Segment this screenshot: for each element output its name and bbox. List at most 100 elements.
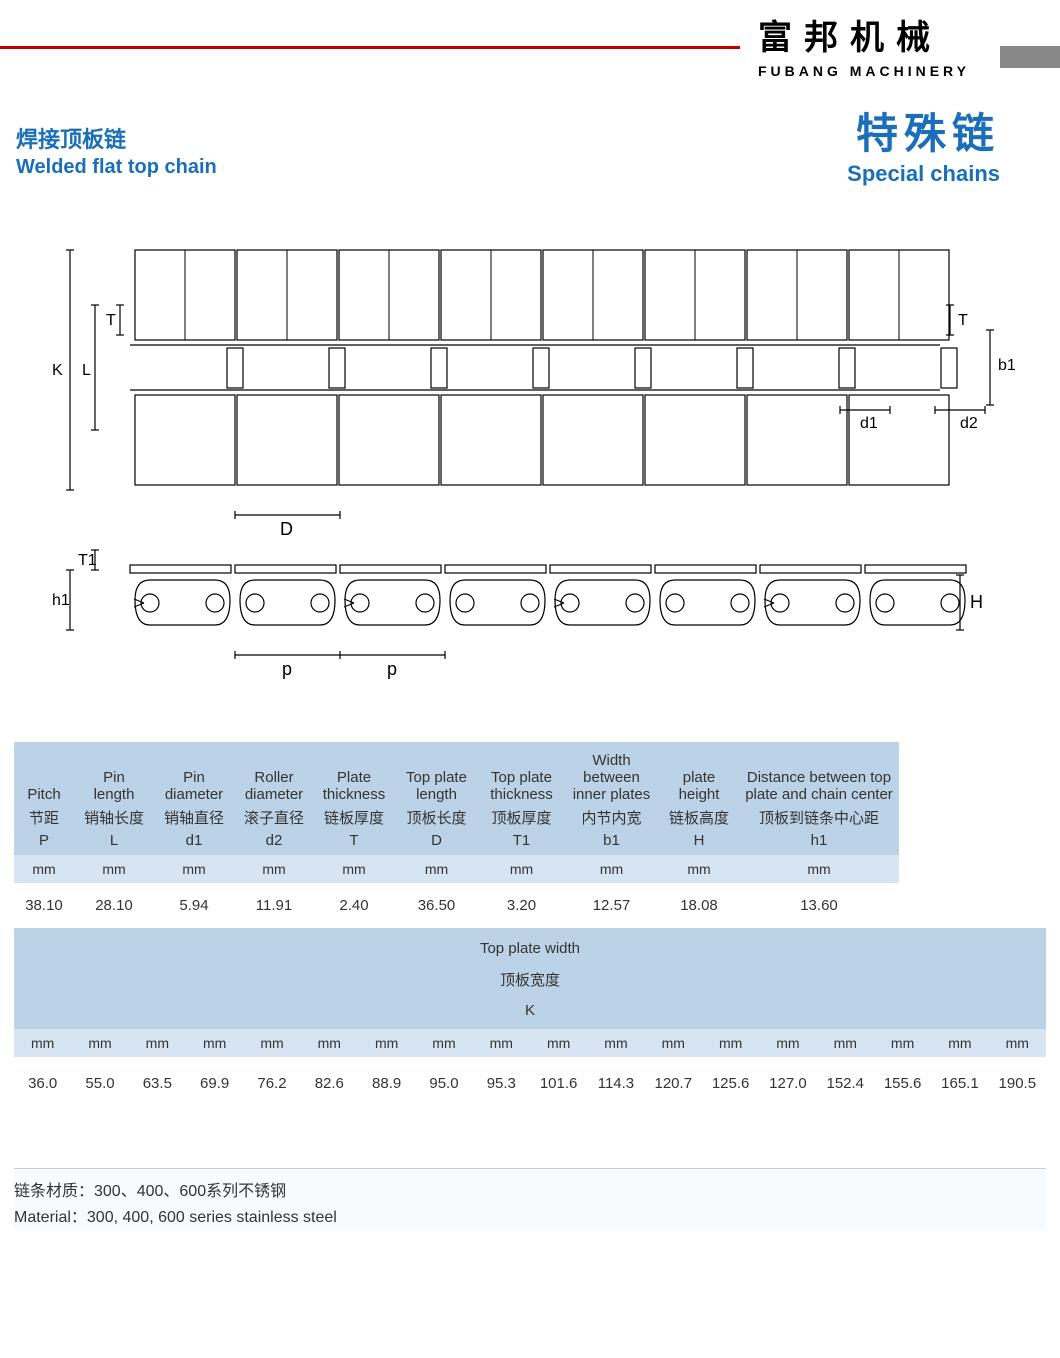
t2-unit: mm [817, 1029, 874, 1057]
brand-en: FUBANG MACHINERY [758, 63, 970, 79]
svg-text:T: T [958, 312, 968, 329]
material-cn: 链条材质：300、400、600系列不锈钢 [14, 1179, 1046, 1205]
col-header-en: Top platethickness [479, 742, 564, 805]
col-unit: mm [394, 855, 479, 883]
t2-header-en: Top plate width [14, 928, 1046, 963]
t2-value: 76.2 [243, 1057, 300, 1110]
col-value: 18.08 [659, 883, 739, 928]
svg-text:b1: b1 [998, 357, 1016, 374]
svg-text:T: T [106, 312, 116, 329]
material-note: 链条材质：300、400、600系列不锈钢 Material：300, 400,… [14, 1168, 1046, 1230]
col-header-cn: 节距 [14, 805, 74, 830]
spec-table-2: mmmmmmmmmmmmmmmmmmmmmmmmmmmmmmmmmmmm 36.… [14, 1029, 1046, 1110]
col-value: 3.20 [479, 883, 564, 928]
material-en: Material：300, 400, 600 series stainless … [14, 1205, 1046, 1231]
col-value: 28.10 [74, 883, 154, 928]
col-unit: mm [154, 855, 234, 883]
col-header-en: Platethickness [314, 742, 394, 805]
t2-header-sym: K [14, 996, 1046, 1029]
col-header-cn: 销轴长度 [74, 805, 154, 830]
t2-unit: mm [931, 1029, 988, 1057]
svg-text:T1: T1 [78, 552, 97, 569]
t2-header-cn: 顶板宽度 [14, 963, 1046, 996]
t2-value: 55.0 [71, 1057, 128, 1110]
col-header-sym: h1 [739, 830, 899, 855]
col-unit: mm [14, 855, 74, 883]
header-red-line [0, 46, 740, 49]
col-value: 12.57 [564, 883, 659, 928]
t2-value: 114.3 [587, 1057, 644, 1110]
col-header-sym: d1 [154, 830, 234, 855]
svg-text:d2: d2 [960, 415, 978, 432]
col-header-en: Pitch [14, 742, 74, 805]
col-unit: mm [564, 855, 659, 883]
title-left-en: Welded flat top chain [16, 156, 217, 179]
col-header-en: Distance between topplate and chain cent… [739, 742, 899, 805]
spec-table-1: PitchPinlengthPindiameterRollerdiameterP… [14, 742, 1046, 1029]
svg-text:D: D [280, 519, 293, 539]
svg-text:K: K [52, 362, 63, 379]
col-header-en: Top platelength [394, 742, 479, 805]
svg-text:H: H [970, 592, 983, 612]
t2-value: 155.6 [874, 1057, 931, 1110]
t2-unit: mm [186, 1029, 243, 1057]
spec-tables: PitchPinlengthPindiameterRollerdiameterP… [14, 742, 1046, 1110]
t2-unit: mm [71, 1029, 128, 1057]
col-unit: mm [314, 855, 394, 883]
t2-value: 95.3 [473, 1057, 530, 1110]
title-right: 特殊链 Special chains [847, 100, 1000, 187]
col-value: 13.60 [739, 883, 899, 928]
t2-value: 190.5 [989, 1057, 1046, 1110]
col-header-cn: 滚子直径 [234, 805, 314, 830]
t2-value: 120.7 [645, 1057, 702, 1110]
t2-value: 88.9 [358, 1057, 415, 1110]
col-unit: mm [74, 855, 154, 883]
col-unit: mm [234, 855, 314, 883]
t2-value: 69.9 [186, 1057, 243, 1110]
title-right-cn: 特殊链 [847, 100, 1000, 161]
col-header-sym: P [14, 830, 74, 855]
col-header-cn: 内节内宽 [564, 805, 659, 830]
col-header-cn: 顶板到链条中心距 [739, 805, 899, 830]
t2-value: 165.1 [931, 1057, 988, 1110]
svg-text:L: L [82, 362, 91, 379]
t2-unit: mm [358, 1029, 415, 1057]
svg-text:h1: h1 [52, 592, 70, 609]
svg-text:p: p [387, 659, 397, 679]
t2-unit: mm [587, 1029, 644, 1057]
col-header-sym: b1 [564, 830, 659, 855]
col-header-en: plateheight [659, 742, 739, 805]
t2-unit: mm [874, 1029, 931, 1057]
svg-text:d1: d1 [860, 415, 878, 432]
t2-unit: mm [473, 1029, 530, 1057]
col-unit: mm [659, 855, 739, 883]
title-left-cn: 焊接顶板链 [16, 122, 217, 154]
t2-value: 125.6 [702, 1057, 759, 1110]
t2-unit: mm [989, 1029, 1046, 1057]
col-header-cn: 链板厚度 [314, 805, 394, 830]
t2-unit: mm [243, 1029, 300, 1057]
t2-value: 95.0 [415, 1057, 472, 1110]
col-unit: mm [739, 855, 899, 883]
col-unit: mm [479, 855, 564, 883]
t2-unit: mm [530, 1029, 587, 1057]
col-value: 38.10 [14, 883, 74, 928]
col-header-cn: 销轴直径 [154, 805, 234, 830]
col-value: 5.94 [154, 883, 234, 928]
col-header-en: Rollerdiameter [234, 742, 314, 805]
col-header-sym: D [394, 830, 479, 855]
col-header-cn: 链板高度 [659, 805, 739, 830]
col-header-sym: H [659, 830, 739, 855]
col-value: 36.50 [394, 883, 479, 928]
title-right-en: Special chains [847, 161, 1000, 187]
t2-unit: mm [645, 1029, 702, 1057]
chain-diagram: K L T T b1 d1 d2 [40, 230, 1020, 710]
col-header-en: Pinlength [74, 742, 154, 805]
t2-unit: mm [129, 1029, 186, 1057]
col-header-sym: d2 [234, 830, 314, 855]
svg-text:p: p [282, 659, 292, 679]
t2-value: 152.4 [817, 1057, 874, 1110]
t2-value: 63.5 [129, 1057, 186, 1110]
brand-block: 富邦机械 FUBANG MACHINERY [758, 10, 970, 79]
col-value: 11.91 [234, 883, 314, 928]
